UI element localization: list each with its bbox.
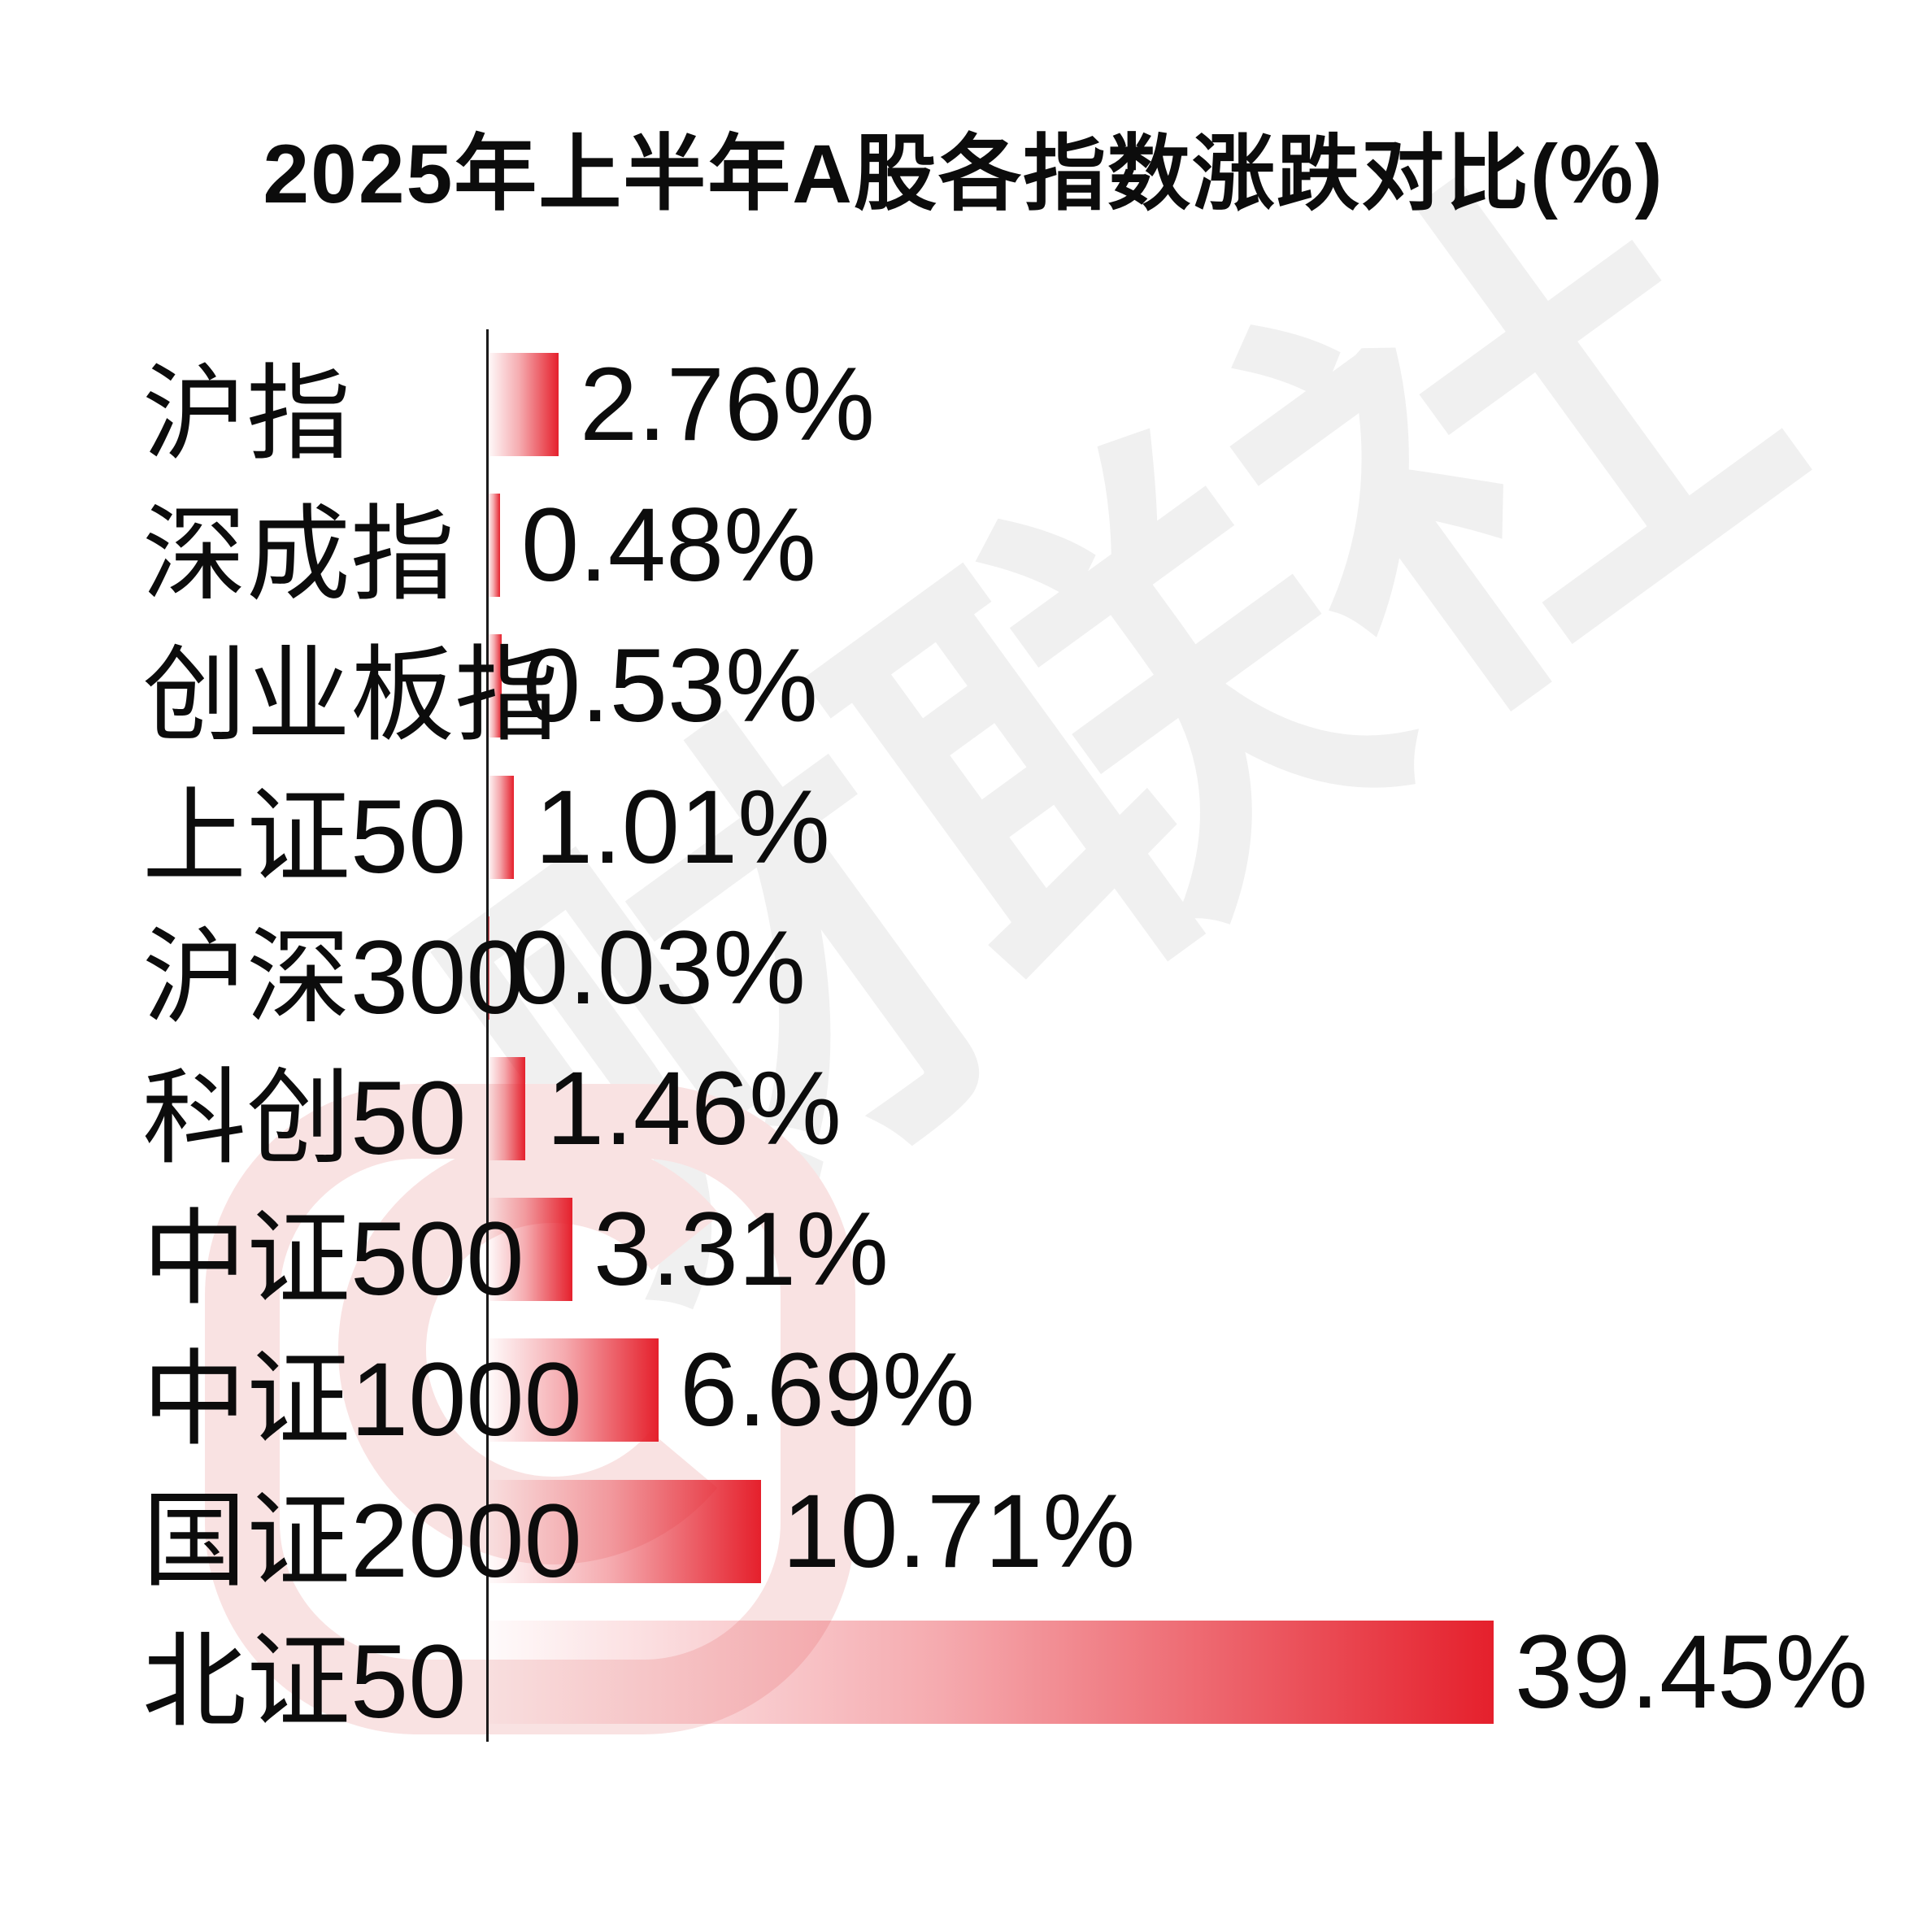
- category-label: 国证2000: [142, 1483, 582, 1599]
- bar: [488, 1480, 761, 1583]
- bar: [488, 1057, 525, 1160]
- bar: [488, 634, 502, 738]
- value-label: 6.69%: [680, 1332, 975, 1448]
- category-label: 中证1000: [142, 1342, 582, 1458]
- category-label: 上证50: [142, 779, 467, 895]
- category-label: 中证500: [142, 1201, 524, 1317]
- bar: [488, 916, 489, 1020]
- category-label: 深成指: [142, 497, 455, 613]
- category-label: 创业板指: [142, 637, 559, 754]
- category-label: 北证50: [142, 1624, 467, 1740]
- value-label: 39.45%: [1515, 1614, 1868, 1730]
- bar: [488, 494, 501, 597]
- category-label: 科创50: [142, 1060, 467, 1177]
- bar: [488, 1621, 1494, 1724]
- value-label: 1.01%: [535, 769, 830, 886]
- value-label: 0.53%: [523, 628, 818, 744]
- category-label: 沪深300: [142, 920, 524, 1036]
- bar: [488, 1338, 659, 1442]
- value-label: 10.71%: [782, 1473, 1136, 1590]
- bar: [488, 776, 514, 879]
- bar: [488, 353, 559, 456]
- chart-title: 2025年上半年A股各指数涨跌对比(%): [263, 128, 1664, 220]
- category-label: 沪指: [142, 356, 351, 472]
- value-label: 0.03%: [511, 910, 806, 1026]
- y-axis-line: [486, 329, 489, 1742]
- value-label: 0.48%: [521, 487, 816, 603]
- bar: [488, 1198, 572, 1301]
- value-label: 3.31%: [594, 1191, 889, 1308]
- value-label: 2.76%: [580, 346, 875, 463]
- value-label: 1.46%: [546, 1051, 842, 1167]
